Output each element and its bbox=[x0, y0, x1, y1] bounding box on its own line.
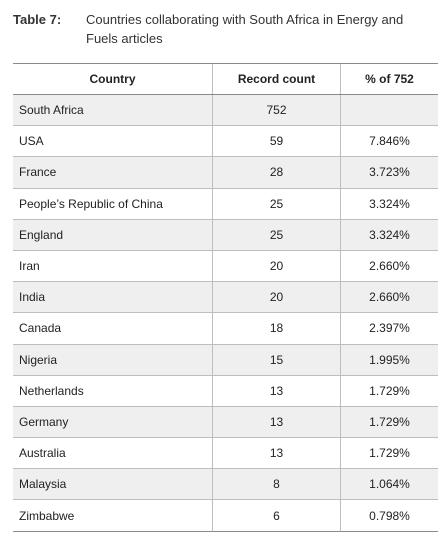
cell-pct: 1.729% bbox=[340, 375, 438, 407]
table-row: USA 59 7.846% bbox=[13, 125, 438, 158]
cell-pct: 1.729% bbox=[340, 406, 438, 439]
table-header: Country Record count % of 752 bbox=[13, 63, 438, 95]
cell-country: Canada bbox=[13, 312, 213, 345]
cell-count: 25 bbox=[212, 188, 341, 220]
table-row: Netherlands 13 1.729% bbox=[13, 375, 438, 407]
header-percent: % of 752 bbox=[340, 63, 438, 95]
cell-count: 18 bbox=[212, 312, 341, 345]
cell-count: 59 bbox=[212, 125, 341, 158]
cell-country: Germany bbox=[13, 406, 213, 439]
cell-pct: 2.397% bbox=[340, 312, 438, 345]
cell-count: 8 bbox=[212, 468, 341, 501]
cell-pct: 2.660% bbox=[340, 250, 438, 283]
cell-pct: 3.324% bbox=[340, 188, 438, 220]
table-row: England 25 3.324% bbox=[13, 219, 438, 251]
cell-count: 13 bbox=[212, 406, 341, 439]
cell-pct: 2.660% bbox=[340, 281, 438, 314]
cell-count: 6 bbox=[212, 499, 341, 532]
caption-text: Countries collaborating with South Afric… bbox=[86, 12, 404, 46]
cell-count: 13 bbox=[212, 375, 341, 407]
table-row: France 28 3.723% bbox=[13, 156, 438, 189]
cell-count: 20 bbox=[212, 250, 341, 283]
cell-count: 752 bbox=[212, 94, 341, 127]
table-row: South Africa 752 bbox=[13, 94, 438, 127]
table-row: Canada 18 2.397% bbox=[13, 312, 438, 345]
table-body: South Africa 752 USA 59 7.846% France 28 3.723%… bbox=[13, 94, 438, 532]
cell-pct: 7.846% bbox=[340, 125, 438, 158]
cell-country: People’s Republic of China bbox=[13, 188, 213, 220]
header-record-count: Record count bbox=[212, 63, 341, 95]
cell-country: Netherlands bbox=[13, 375, 213, 407]
cell-country: England bbox=[13, 219, 213, 251]
table-row: Germany 13 1.729% bbox=[13, 406, 438, 439]
cell-count: 20 bbox=[212, 281, 341, 314]
cell-count: 15 bbox=[212, 344, 341, 376]
cell-count: 25 bbox=[212, 219, 341, 251]
table-row: Zimbabwe 6 0.798% bbox=[13, 499, 438, 532]
caption-label: Table 7: bbox=[13, 12, 62, 27]
cell-country: Zimbabwe bbox=[13, 499, 213, 532]
cell-country: Australia bbox=[13, 437, 213, 470]
cell-pct: 0.798% bbox=[340, 499, 438, 532]
cell-country: India bbox=[13, 281, 213, 314]
table-row: Australia 13 1.729% bbox=[13, 437, 438, 470]
table-row: Iran 20 2.660% bbox=[13, 250, 438, 283]
cell-pct: 1.064% bbox=[340, 468, 438, 501]
cell-pct: 1.995% bbox=[340, 344, 438, 376]
cell-pct: 1.729% bbox=[340, 437, 438, 470]
header-country: Country bbox=[13, 63, 213, 95]
cell-country: USA bbox=[13, 125, 213, 158]
cell-country: Iran bbox=[13, 250, 213, 283]
cell-pct: 3.723% bbox=[340, 156, 438, 189]
cell-pct: 3.324% bbox=[340, 219, 438, 251]
cell-country: Malaysia bbox=[13, 468, 213, 501]
table-row: People’s Republic of China 25 3.324% bbox=[13, 188, 438, 220]
header-row: Country Record count % of 752 bbox=[13, 63, 438, 95]
cell-count: 28 bbox=[212, 156, 341, 189]
cell-count: 13 bbox=[212, 437, 341, 470]
table-row: Nigeria 15 1.995% bbox=[13, 344, 438, 376]
cell-country: South Africa bbox=[13, 94, 213, 127]
table-row: Malaysia 8 1.064% bbox=[13, 468, 438, 501]
cell-country: France bbox=[13, 156, 213, 189]
collaboration-table: Country Record count % of 752 South Afri… bbox=[13, 63, 438, 532]
cell-country: Nigeria bbox=[13, 344, 213, 376]
table-row: India 20 2.660% bbox=[13, 281, 438, 314]
cell-pct bbox=[340, 94, 438, 127]
